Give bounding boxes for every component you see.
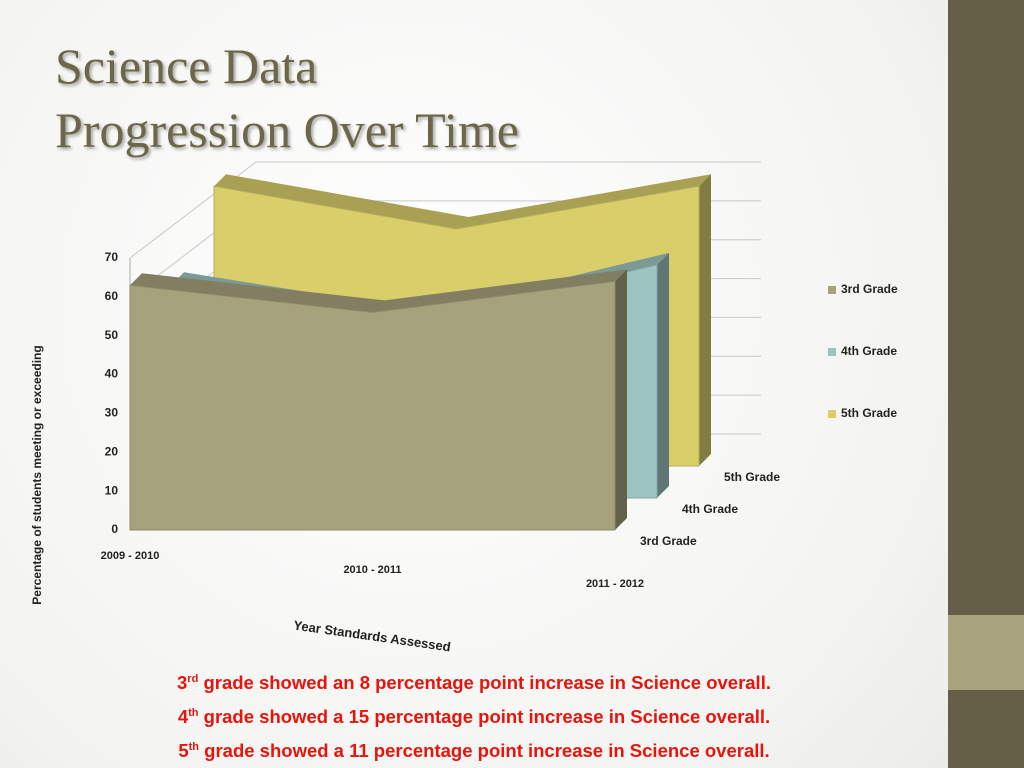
note-number: 5 [178, 740, 189, 762]
note: 4th grade showed a 15 percentage point i… [0, 698, 948, 732]
depth-label: 3rd Grade [640, 534, 697, 548]
legend-swatch [828, 348, 836, 356]
note: 5th grade showed a 11 percentage point i… [0, 732, 948, 766]
y-tick-label: 50 [105, 328, 119, 342]
x-tick-label: 2011 - 2012 [586, 578, 644, 590]
grid-line [129, 161, 761, 259]
legend-label: 3rd Grade [841, 282, 898, 296]
legend-swatch [828, 286, 836, 294]
note-suffix: rd [187, 673, 199, 685]
y-axis-title: Percentage of students meeting or exceed… [30, 345, 44, 604]
title-line: Science Data [55, 38, 318, 94]
y-tick-label: 10 [105, 483, 119, 497]
y-tick-label: 40 [105, 367, 119, 381]
legend-label: 5th Grade [841, 406, 897, 420]
title-line: Progression Over Time [55, 102, 519, 158]
note-suffix: th [188, 741, 200, 754]
notes: 3rd grade showed an 8 percentage point i… [0, 664, 948, 766]
x-tick-label: 2010 - 2011 [343, 564, 401, 576]
side-accent [948, 615, 1024, 690]
note-text: grade showed a 15 percentage point incre… [203, 706, 771, 728]
area-top [130, 269, 627, 313]
note-text: grade showed a 11 percentage point incre… [204, 740, 770, 762]
area-side [657, 252, 669, 498]
note-text: grade showed an 8 percentage point incre… [203, 672, 771, 694]
slide-title: Science Data Progression Over Time [55, 34, 519, 162]
area-side [699, 174, 711, 466]
depth-label: 5th Grade [724, 470, 780, 484]
y-tick-label: 30 [105, 406, 119, 420]
depth-label: 4th Grade [682, 502, 738, 516]
y-tick-label: 20 [105, 444, 119, 458]
note-suffix: th [188, 707, 199, 720]
y-tick-label: 70 [105, 250, 119, 264]
area-side [615, 269, 627, 530]
y-tick-label: 60 [105, 289, 119, 303]
note: 3rd grade showed an 8 percentage point i… [0, 664, 948, 698]
legend-swatch [828, 410, 836, 418]
y-tick-label: 0 [111, 522, 118, 536]
x-axis-title: Year Standards Assessed [293, 617, 452, 654]
x-tick-label: 2009 - 2010 [101, 550, 160, 562]
note-number: 4 [177, 706, 189, 728]
area [129, 280, 616, 531]
note-number: 3 [177, 672, 188, 694]
legend-label: 4th Grade [841, 344, 897, 358]
